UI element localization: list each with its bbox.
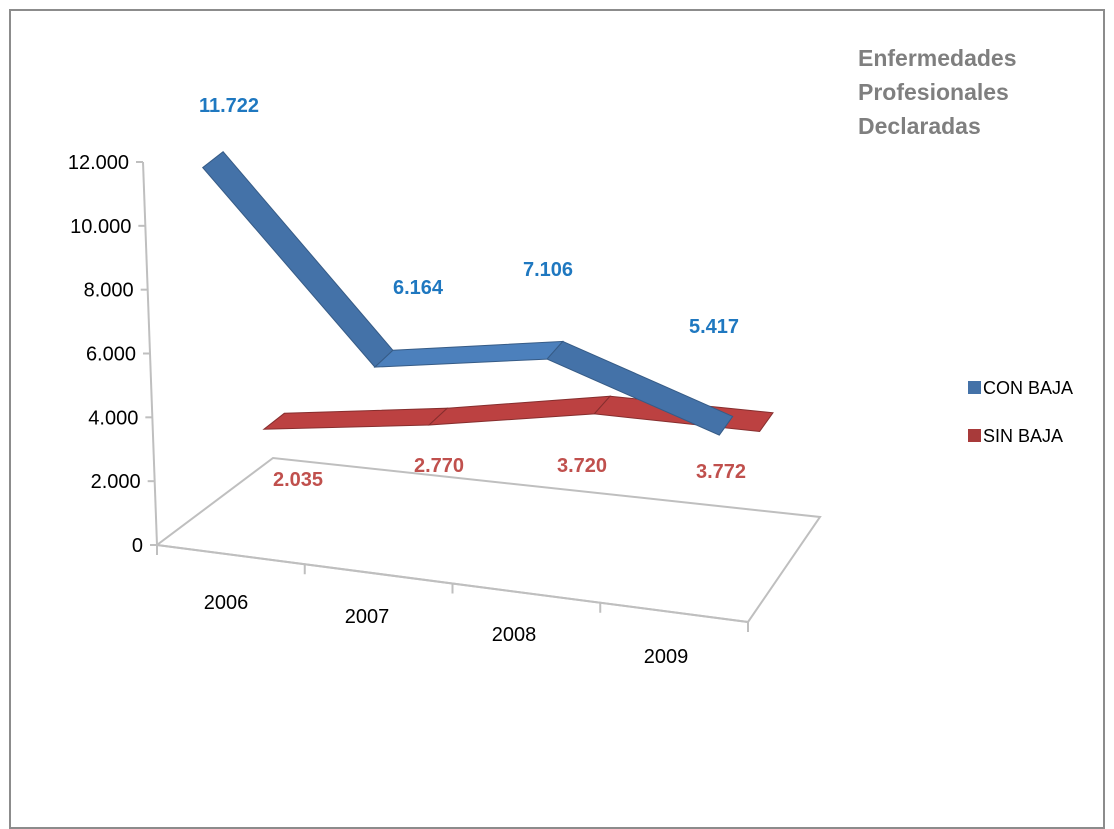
series-ribbon-segment [373, 340, 564, 368]
legend-label: SIN BAJA [983, 426, 1063, 446]
x-tick-label: 2008 [492, 624, 537, 646]
chart-title-line: Declaradas [858, 113, 981, 139]
legend-label: CON BAJA [983, 378, 1073, 398]
data-label: 2.035 [273, 469, 323, 491]
series-ribbon-segment [427, 395, 612, 426]
x-tick-label: 2006 [204, 592, 249, 614]
data-label: 11.722 [199, 95, 259, 117]
series-ribbon-segment [262, 407, 449, 430]
data-label: 7.106 [523, 259, 573, 281]
data-label: 3.772 [696, 461, 746, 483]
y-tick-label: 6.000 [86, 344, 136, 366]
chart-frame [9, 9, 1105, 829]
y-tick-label: 12.000 [68, 152, 129, 174]
data-label: 3.720 [557, 455, 607, 477]
chart-title-line: Profesionales [858, 79, 1009, 105]
y-tick-label: 10.000 [70, 216, 131, 238]
series-ribbon-segment [201, 151, 394, 368]
chart-title-line: Enfermedades [858, 45, 1017, 71]
y-tick-label: 8.000 [84, 280, 134, 302]
data-label: 2.770 [414, 455, 464, 477]
x-tick-label: 2007 [345, 606, 390, 628]
legend-swatch [968, 381, 981, 394]
series-ribbon-segment [546, 340, 734, 436]
y-tick-label: 4.000 [88, 407, 138, 429]
y-tick-label: 2.000 [91, 471, 141, 493]
data-label: 5.417 [689, 316, 739, 338]
y-tick-label: 0 [132, 535, 143, 557]
x-tick-label: 2009 [644, 646, 689, 668]
data-label: 6.164 [393, 277, 444, 299]
legend-swatch [968, 429, 981, 442]
